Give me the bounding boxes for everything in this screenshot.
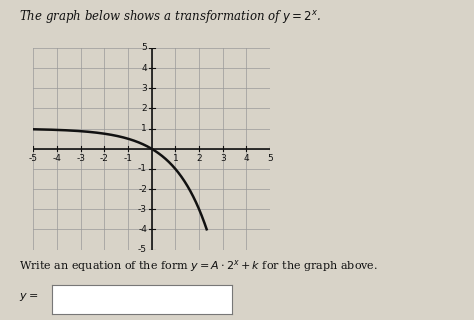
Text: -3: -3: [76, 154, 85, 163]
Text: -5: -5: [138, 245, 147, 254]
Text: 4: 4: [141, 64, 147, 73]
Text: 2: 2: [196, 154, 202, 163]
Text: -1: -1: [124, 154, 132, 163]
Text: The graph below shows a transformation of $y = 2^x$.: The graph below shows a transformation o…: [19, 8, 321, 25]
Text: -2: -2: [100, 154, 109, 163]
Text: -1: -1: [138, 164, 147, 173]
Text: -5: -5: [29, 154, 37, 163]
Text: -4: -4: [138, 225, 147, 234]
Text: 3: 3: [141, 84, 147, 93]
Text: 5: 5: [267, 154, 273, 163]
Text: 3: 3: [220, 154, 226, 163]
Text: 1: 1: [141, 124, 147, 133]
Text: -2: -2: [138, 185, 147, 194]
Text: 2: 2: [141, 104, 147, 113]
Text: 1: 1: [173, 154, 178, 163]
Text: 5: 5: [141, 44, 147, 52]
Text: Write an equation of the form $y = A \cdot 2^x + k$ for the graph above.: Write an equation of the form $y = A \cd…: [19, 258, 378, 274]
Text: $y=$: $y=$: [19, 291, 38, 303]
Text: -4: -4: [53, 154, 61, 163]
Text: 4: 4: [244, 154, 249, 163]
Text: -3: -3: [138, 205, 147, 214]
